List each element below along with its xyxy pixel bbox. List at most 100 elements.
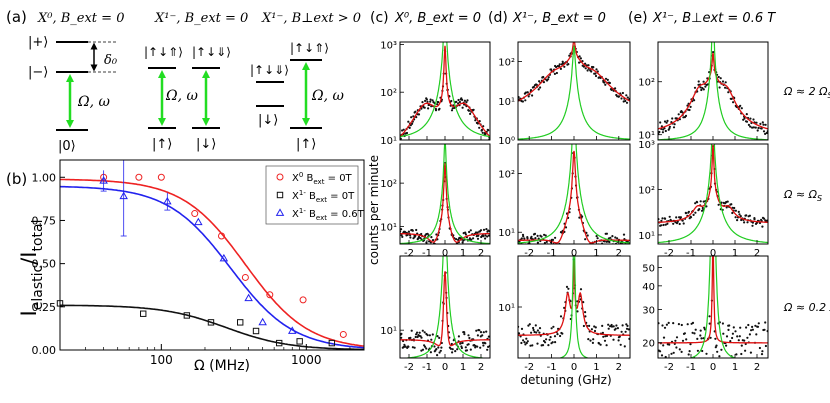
legend-rest: B: [306, 191, 316, 202]
measured-point: [625, 94, 628, 97]
measured-point: [599, 343, 602, 346]
measured-point: [658, 130, 661, 134]
measured-point: [666, 119, 669, 122]
spectrum-panel-2: 10¹ -2 -1 0 1 2: [380, 255, 491, 373]
measured-point: [594, 326, 597, 329]
measured-point: [761, 121, 764, 124]
measured-point: [714, 337, 717, 340]
measured-point: [454, 350, 457, 353]
spectra-ylabel: counts per minute: [367, 155, 381, 265]
measured-point: [482, 344, 485, 347]
panel-frame: [517, 143, 631, 245]
measured-point: [683, 332, 687, 335]
measured-point: [659, 121, 662, 124]
measured-point: [429, 98, 432, 101]
measured-point: [534, 237, 537, 240]
x-tick-label: -1: [547, 362, 557, 373]
measured-point: [746, 221, 749, 224]
measured-point: [688, 350, 691, 353]
fit-elastic: [400, 144, 490, 244]
measured-point: [661, 324, 664, 327]
label-delta: δ₀: [104, 53, 118, 68]
measured-point: [724, 81, 727, 84]
measured-point: [581, 215, 584, 218]
spectrum-panel-8: 20 30 40 50 -2 -1 0 1 2: [642, 255, 769, 373]
measured-point: [678, 216, 681, 219]
panel-label-b: (b): [6, 170, 27, 188]
label-drive-2: Ω, ω: [165, 88, 199, 104]
measured-point: [586, 69, 589, 72]
measured-point: [702, 88, 705, 91]
measured-point: [739, 215, 742, 218]
panel-plot-area: [518, 144, 630, 248]
data-point: [207, 319, 215, 326]
measured-point: [675, 346, 678, 349]
measured-point: [604, 77, 608, 80]
measured-point: [743, 221, 746, 224]
measured-point: [481, 131, 484, 134]
measured-point: [717, 203, 720, 206]
x-tick-label: 2: [616, 362, 622, 373]
measured-point: [479, 229, 483, 232]
measured-point: [747, 123, 751, 126]
measured-point: [603, 81, 606, 84]
measured-point: [664, 355, 667, 358]
measured-point: [423, 106, 426, 109]
measured-point: [472, 237, 475, 240]
panel-plot-area: [400, 256, 490, 358]
measured-point: [673, 123, 676, 126]
y-tick-label: 10²: [380, 88, 397, 99]
data-point: [339, 330, 347, 338]
measured-point: [761, 350, 764, 353]
measured-point: [701, 349, 704, 353]
data-point: [275, 339, 283, 347]
measured-point: [701, 87, 704, 90]
measured-point: [476, 122, 479, 125]
measured-point: [731, 211, 734, 215]
data-point: [237, 319, 244, 326]
measured-point: [739, 104, 742, 107]
measured-point: [426, 232, 429, 235]
measured-point: [463, 99, 466, 102]
measured-point: [734, 209, 738, 212]
measured-point: [668, 125, 672, 128]
measured-point: [518, 246, 520, 248]
measured-point: [740, 218, 743, 222]
measured-point: [702, 200, 705, 203]
fit-elastic: [658, 42, 768, 140]
column-title-0: X⁰, B_ext = 0: [394, 11, 481, 26]
x-tick-label: -2: [404, 362, 414, 373]
measured-point: [738, 335, 741, 338]
fit-curve-1: [60, 304, 364, 351]
measured-point: [757, 322, 760, 325]
data-point: [244, 293, 253, 302]
y-tick-label: 10²: [380, 179, 397, 190]
x-tick-label: 1: [460, 362, 466, 373]
measured-point: [614, 87, 617, 90]
data-point: [241, 273, 249, 281]
measured-point: [764, 344, 768, 348]
measured-point: [529, 344, 532, 347]
measured-point: [431, 244, 433, 246]
measured-point: [759, 122, 762, 125]
measured-point: [616, 327, 620, 330]
measured-point: [591, 341, 595, 344]
measured-point: [522, 235, 525, 238]
measured-point: [402, 339, 405, 343]
chart-b-ylabel: Ielastic/Itotal: [17, 220, 46, 317]
measured-point: [408, 126, 411, 129]
fit-total: [658, 144, 768, 223]
measured-point: [762, 123, 765, 126]
measured-point: [593, 325, 596, 328]
y-tick-label: 10²: [498, 169, 515, 180]
measured-point: [524, 343, 527, 346]
measured-point: [427, 107, 430, 110]
measured-point: [715, 344, 718, 347]
measured-point: [400, 336, 403, 339]
measured-point: [721, 322, 725, 325]
legend-tail: = 0T: [324, 173, 352, 184]
measured-point: [612, 325, 615, 328]
measured-point: [761, 225, 764, 228]
measured-point: [705, 352, 708, 355]
measured-point: [675, 336, 679, 339]
